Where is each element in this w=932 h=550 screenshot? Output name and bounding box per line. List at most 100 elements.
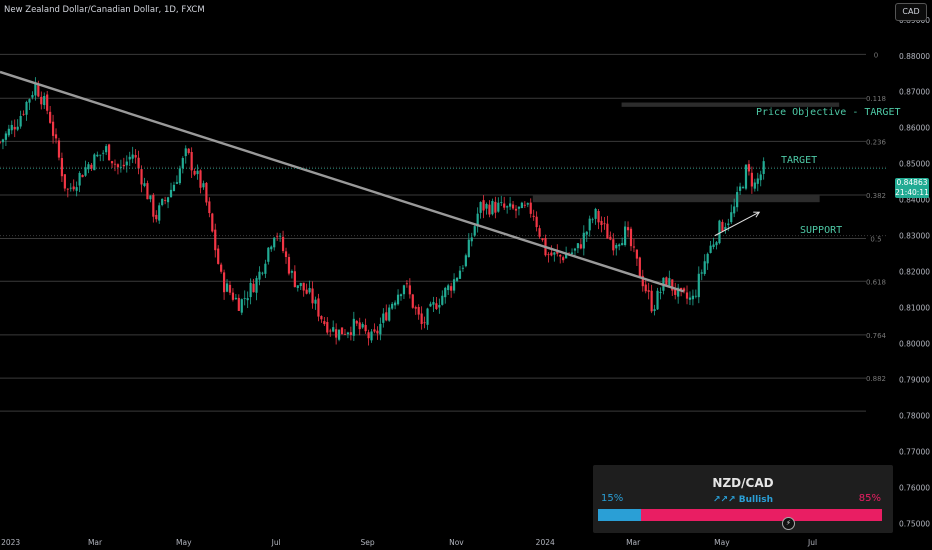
candle-body-182 <box>535 216 538 228</box>
candle-body-34 <box>99 154 102 156</box>
candle-body-72 <box>211 213 214 232</box>
candle-body-247 <box>727 223 730 226</box>
candle-body-191 <box>562 257 565 261</box>
x-tick-2: May <box>176 538 192 547</box>
y-tick-10: 0.79000 <box>899 376 930 385</box>
candle-body-42 <box>122 164 125 167</box>
widget-bearish-pct: 15% <box>601 493 624 504</box>
candle-body-10 <box>28 99 31 103</box>
candle-body-39 <box>113 163 117 165</box>
fib-label-7: 0.882 <box>866 375 886 383</box>
candle-body-69 <box>202 183 205 188</box>
candle-body-184 <box>541 238 544 241</box>
candle-body-101 <box>296 285 299 288</box>
candle-body-38 <box>110 161 114 164</box>
candle-body-243 <box>715 242 718 246</box>
candle-body-237 <box>697 273 700 298</box>
candle-body-121 <box>355 320 358 324</box>
candle-body-142 <box>417 307 420 315</box>
y-tick-4: 0.85000 <box>899 160 930 169</box>
candle-body-211 <box>621 243 624 246</box>
candle-body-135 <box>396 294 400 305</box>
candle-body-116 <box>340 327 344 335</box>
candle-body-25 <box>72 186 75 190</box>
candle-body-145 <box>426 308 429 325</box>
candle-body-137 <box>402 285 406 295</box>
candle-body-219 <box>644 284 647 292</box>
candle-body-180 <box>529 202 532 214</box>
candle-body-78 <box>228 284 232 293</box>
candle-body-84 <box>246 298 249 301</box>
candle-body-77 <box>225 283 229 292</box>
candle-body-45 <box>131 154 134 159</box>
candle-body-249 <box>733 206 736 214</box>
candle-body-51 <box>149 195 152 200</box>
bolt-icon[interactable]: ⚡ <box>782 517 795 530</box>
candle-body-179 <box>526 203 529 205</box>
candle-body-183 <box>538 228 541 237</box>
candle-body-240 <box>706 253 709 264</box>
candle-body-98 <box>287 257 291 274</box>
candle-body-242 <box>712 244 715 248</box>
candle-body-96 <box>281 236 285 252</box>
y-axis-bg <box>888 0 932 550</box>
candle-body-105 <box>308 288 311 293</box>
candle-body-255 <box>750 172 753 187</box>
candle-body-174 <box>511 204 515 209</box>
candle-body-234 <box>688 297 692 300</box>
candle-body-172 <box>506 206 509 208</box>
candle-body-81 <box>237 297 240 311</box>
candle-body-144 <box>423 322 426 324</box>
candle-body-195 <box>573 248 577 251</box>
candle-body-50 <box>146 183 149 200</box>
candle-body-248 <box>730 212 733 223</box>
candle-body-160 <box>470 237 473 242</box>
chart-title: New Zealand Dollar/Canadian Dollar, 1D, … <box>4 5 205 15</box>
candle-body-222 <box>653 309 656 312</box>
candle-body-47 <box>137 157 140 169</box>
candle-body-210 <box>618 244 621 247</box>
y-tick-1: 0.88000 <box>899 52 930 61</box>
candle-body-32 <box>93 154 96 171</box>
candle-body-189 <box>556 251 559 254</box>
candle-body-64 <box>187 148 190 153</box>
candle-body-138 <box>405 283 409 285</box>
candle-body-244 <box>718 220 721 244</box>
candle-body-14 <box>40 96 43 105</box>
candle-body-196 <box>576 243 580 249</box>
candle-body-11 <box>31 95 34 98</box>
candle-body-60 <box>175 182 179 184</box>
candle-body-91 <box>267 247 270 262</box>
candle-body-233 <box>685 292 689 299</box>
candle-body-188 <box>553 252 556 255</box>
fib-label-0: 0 <box>874 51 878 59</box>
candle-body-55 <box>161 198 164 206</box>
trendline <box>0 70 685 293</box>
candle-body-19 <box>54 134 58 139</box>
candle-body-93 <box>273 237 276 248</box>
candle-body-199 <box>585 231 588 235</box>
candle-body-127 <box>373 329 376 332</box>
candle-body-217 <box>638 257 641 277</box>
sentiment-bar <box>598 509 882 521</box>
support-arrow <box>714 211 760 237</box>
candle-body-76 <box>222 272 226 293</box>
candle-body-23 <box>66 188 69 190</box>
candle-body-139 <box>408 285 411 295</box>
candle-body-171 <box>503 203 506 208</box>
candle-body-252 <box>741 187 745 189</box>
candle-body-186 <box>547 254 550 256</box>
candle-body-154 <box>452 279 456 291</box>
candle-body-94 <box>276 236 279 238</box>
candle-body-43 <box>125 161 128 166</box>
x-tick-4: Sep <box>361 538 375 547</box>
candle-body-71 <box>208 201 211 214</box>
currency-button[interactable]: CAD <box>895 3 927 21</box>
candle-body-114 <box>335 329 338 338</box>
candle-body-147 <box>432 302 435 305</box>
candle-body-146 <box>429 303 432 307</box>
candle-body-246 <box>724 226 727 230</box>
candle-body-3 <box>7 128 10 136</box>
candle-body-52 <box>152 194 155 217</box>
